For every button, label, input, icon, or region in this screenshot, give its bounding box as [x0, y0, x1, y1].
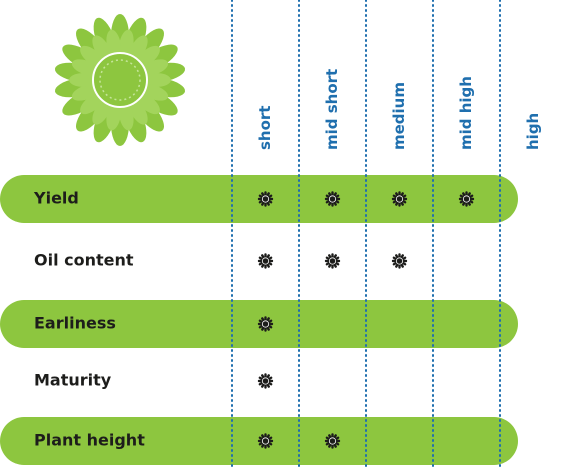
row-label: Plant height	[34, 431, 145, 450]
column-header: medium	[390, 82, 408, 150]
icon-center	[328, 437, 337, 445]
rating-icon	[391, 191, 408, 207]
sunflower-logo	[54, 14, 186, 146]
rating-icon	[257, 316, 274, 332]
icon-center	[395, 257, 404, 265]
rating-icon	[257, 373, 274, 389]
row-label: Oil content	[34, 251, 134, 270]
rating-icon	[324, 433, 341, 449]
icon-center	[328, 195, 337, 203]
icon-center	[261, 257, 270, 265]
row-label: Maturity	[34, 371, 112, 390]
icon-center	[261, 195, 270, 203]
icon-center	[261, 377, 270, 385]
rating-icon	[458, 191, 475, 207]
icon-center	[328, 257, 337, 265]
petal	[118, 100, 134, 131]
petal	[141, 73, 171, 87]
icon-center	[395, 195, 404, 203]
column-header: mid high	[457, 76, 475, 150]
rating-icon	[257, 433, 274, 449]
row-label: Earliness	[34, 314, 116, 333]
rating-icon	[391, 253, 408, 269]
petal	[69, 73, 99, 87]
rating-icon	[324, 191, 341, 207]
column-header: high	[524, 113, 542, 150]
icon-center	[261, 437, 270, 445]
icon-center	[261, 320, 270, 328]
rating-icon	[257, 253, 274, 269]
petal	[106, 29, 122, 60]
icon-center	[462, 195, 471, 203]
row-label: Yield	[33, 189, 79, 208]
flower-center	[92, 52, 148, 108]
flower-center-inner	[99, 59, 141, 101]
rating-icon	[257, 191, 274, 207]
column-header: mid short	[323, 69, 341, 150]
rating-icon	[324, 253, 341, 269]
column-header: short	[256, 106, 274, 150]
